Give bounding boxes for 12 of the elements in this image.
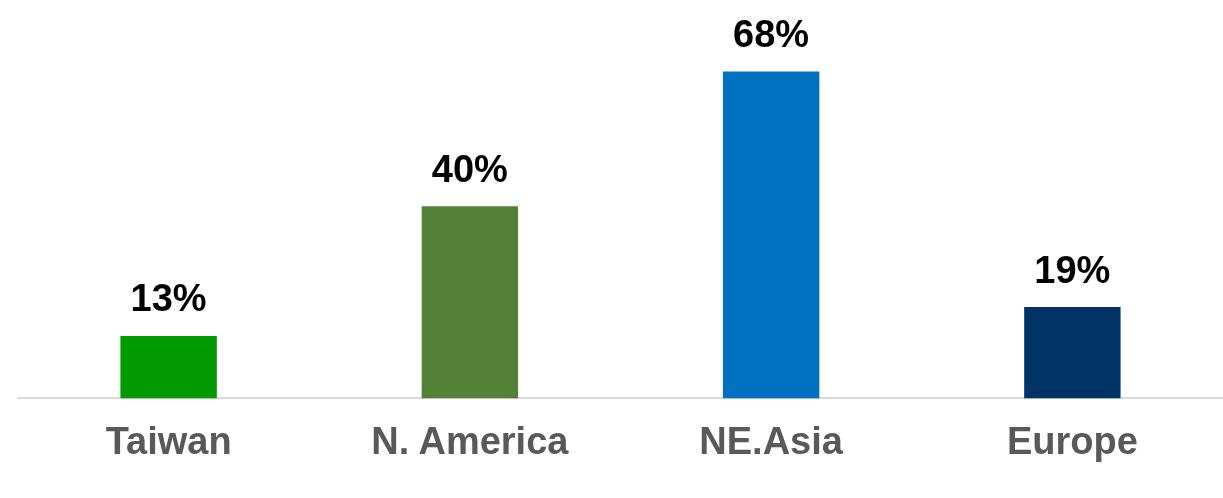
x-tick-label: Taiwan bbox=[105, 419, 232, 462]
x-tick-label: Europe bbox=[1006, 419, 1138, 462]
bar bbox=[1024, 307, 1121, 399]
x-tick-label: N. America bbox=[371, 419, 570, 462]
data-label: 40% bbox=[431, 147, 508, 190]
bar bbox=[421, 206, 519, 399]
data-label: 13% bbox=[130, 277, 207, 320]
data-label: 19% bbox=[1034, 248, 1111, 291]
data-label: 68% bbox=[733, 13, 810, 56]
bar bbox=[722, 71, 820, 399]
x-tick-label: NE.Asia bbox=[699, 419, 844, 462]
bar bbox=[120, 335, 217, 399]
